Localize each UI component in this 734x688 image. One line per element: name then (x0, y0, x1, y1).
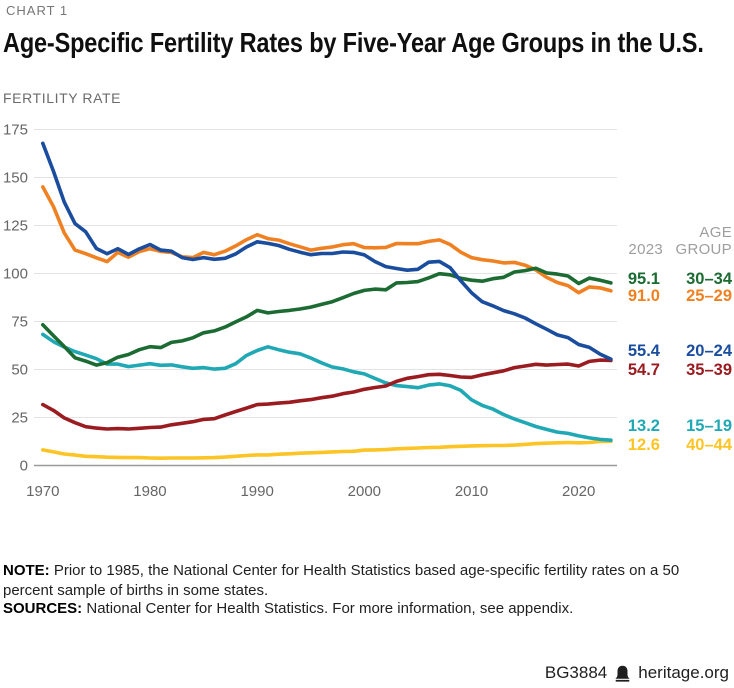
y-tick-label: 125 (3, 218, 28, 235)
legend-row-30-34: 95.1 30–34 (540, 270, 733, 288)
legend-value-30-34: 95.1 (627, 270, 660, 288)
heritage-bell-icon (615, 665, 630, 682)
report-id: BG3884 (544, 663, 608, 682)
legend-row-20-24: 55.4 20–24 (540, 342, 733, 360)
x-tick-label: 1980 (133, 483, 166, 500)
legend-row-35-39: 54.7 35–39 (540, 361, 733, 379)
series-line-40-44 (40, 439, 613, 461)
x-tick-label: 2020 (562, 483, 595, 500)
y-tick-label: 75 (11, 314, 28, 331)
y-tick-label: 25 (11, 410, 28, 427)
footer-site: heritage.org (638, 663, 729, 682)
y-tick-label: 175 (3, 122, 28, 139)
legend-group-30-34: 30–34 (686, 270, 732, 288)
legend-group-20-24: 20–24 (686, 342, 732, 360)
note-body: Prior to 1985, the National Center for H… (3, 562, 680, 599)
fertility-rate-line-chart: 0 25 50 75 100 125 150 175 1970 1980 1990 2000 2010 2… (3, 122, 617, 500)
sources-text: SOURCES: National Center for Health Stat… (3, 599, 711, 619)
x-tick-label: 1990 (240, 483, 273, 500)
legend-group-35-39: 35–39 (686, 361, 732, 379)
legend-age-group-header-line2: GROUP (675, 241, 732, 258)
y-tick-label: 0 (20, 458, 28, 475)
series-line-30-34 (40, 266, 613, 367)
legend-group-15-19: 15–19 (686, 417, 732, 435)
note-text: NOTE: Prior to 1985, the National Center… (3, 561, 711, 600)
legend-value-20-24: 55.4 (627, 342, 660, 360)
legend-row-40-44: 12.6 40–44 (540, 436, 733, 454)
legend-value-25-29: 91.0 (627, 287, 660, 305)
chart-kicker: CHART 1 (6, 3, 69, 18)
y-axis-title: FERTILITY RATE (3, 90, 122, 106)
legend-value-15-19: 13.2 (627, 417, 660, 435)
y-tick-label: 150 (3, 170, 28, 187)
series-line-35-39 (40, 358, 613, 431)
x-tick-label: 1970 (26, 483, 59, 500)
legend-group-25-29: 25–29 (686, 287, 732, 305)
legend-row-25-29: 91.0 25–29 (540, 287, 733, 305)
series-line-15-19 (40, 332, 613, 443)
sources-label: SOURCES: (3, 600, 83, 617)
footer: BG3884 heritage.org (545, 663, 729, 683)
y-tick-label: 50 (11, 362, 28, 379)
legend-value-40-44: 12.6 (627, 436, 660, 454)
legend-value-35-39: 54.7 (627, 361, 660, 379)
sources-body: National Center for Health Statistics. F… (86, 600, 574, 617)
chart-title: Age-Specific Fertility Rates by Five-Yea… (3, 27, 704, 58)
x-tick-label: 2010 (455, 483, 488, 500)
legend-age-group-header-line1: AGE (699, 224, 732, 241)
legend-group-40-44: 40–44 (686, 436, 732, 454)
y-tick-label: 100 (3, 266, 28, 283)
legend-year-header: 2023 (628, 241, 663, 258)
legend-row-15-19: 13.2 15–19 (540, 417, 733, 435)
note-label: NOTE: (3, 562, 50, 579)
series-line-25-29 (40, 185, 613, 295)
x-tick-label: 2000 (348, 483, 381, 500)
series-line-20-24 (40, 141, 613, 361)
